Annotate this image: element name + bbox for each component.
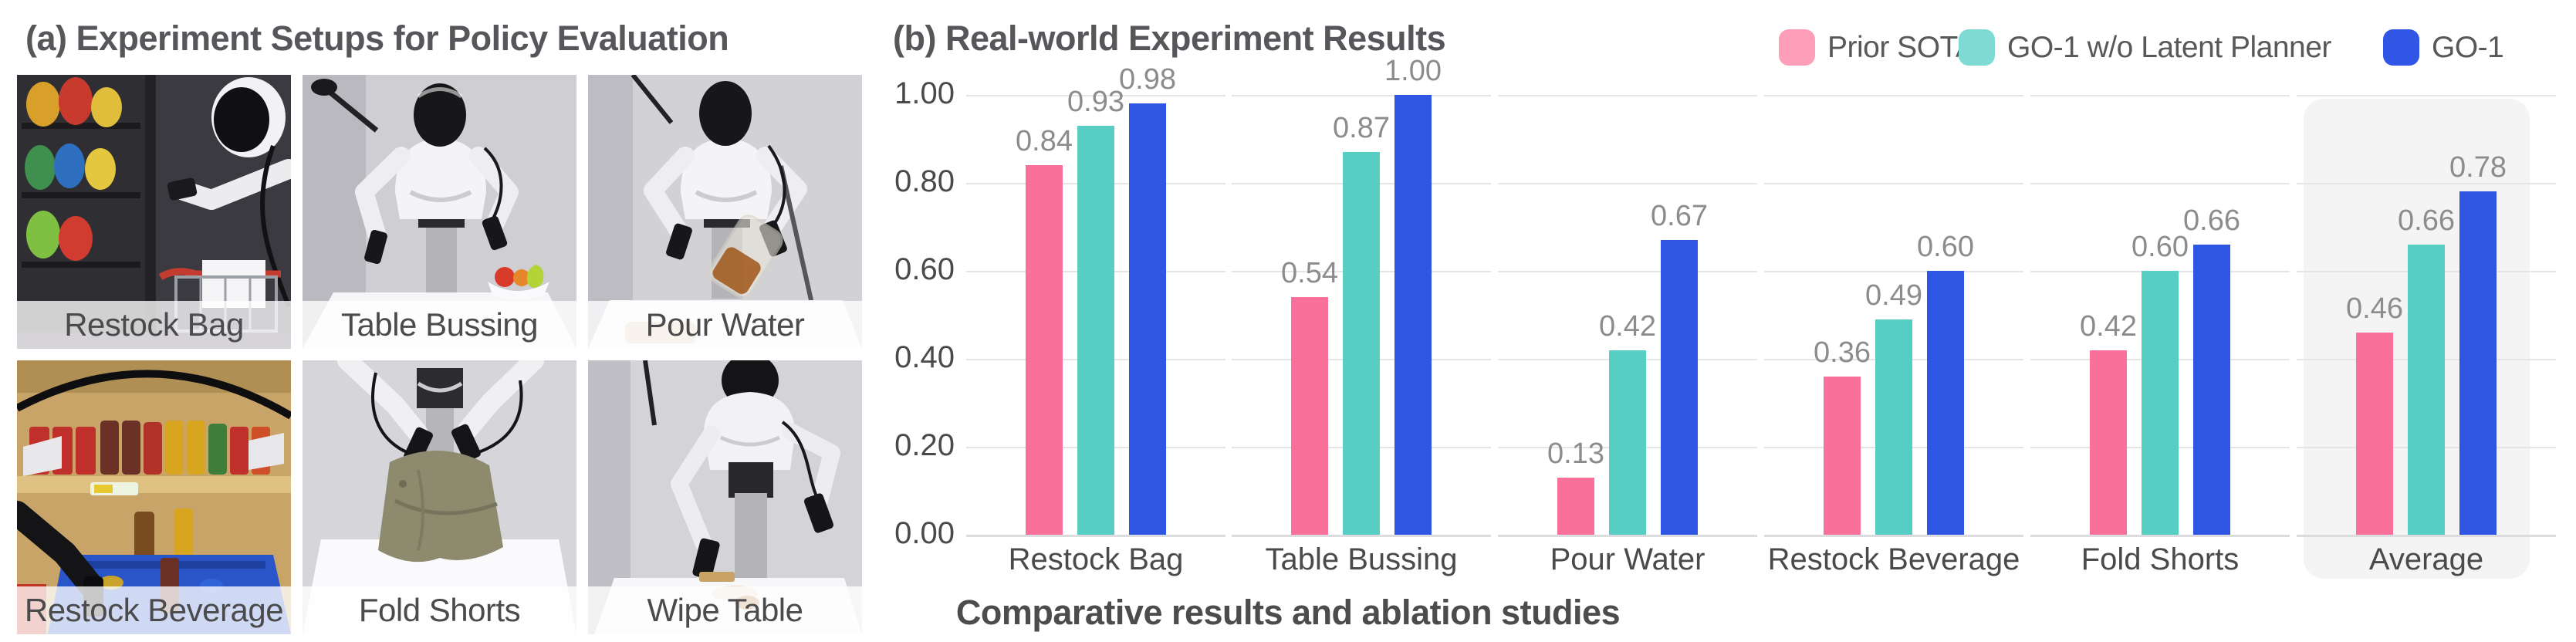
- photo-label-restock-bag: Restock Bag: [17, 301, 291, 349]
- photo-label-fold-shorts: Fold Shorts: [303, 586, 576, 634]
- bar-value-label: 0.66: [2398, 204, 2455, 237]
- legend-item-go-1: GO-1: [2383, 29, 2504, 66]
- x-axis-baseline: [1232, 535, 1492, 537]
- experiment-photo-grid: Restock Bag: [17, 75, 862, 634]
- bar-go-1-average: [2459, 191, 2497, 535]
- bar-prior-sota-average: [2356, 333, 2393, 535]
- x-axis-baseline: [2296, 535, 2556, 537]
- y-tick-label: 0.20: [894, 428, 955, 462]
- y-tick-label: 0.60: [894, 252, 955, 286]
- bar-prior-sota-restock-bag: [1026, 165, 1063, 535]
- x-category-label: Restock Bag: [1008, 542, 1184, 576]
- y-tick-label: 1.00: [894, 76, 955, 110]
- bar-value-label: 0.54: [1281, 257, 1338, 289]
- bar-go-1-fold-shorts: [2193, 245, 2230, 535]
- photo-label-table-bussing: Table Bussing: [303, 301, 576, 349]
- y-tick-label: 0.00: [894, 516, 955, 550]
- bar-prior-sota-restock-beverage: [1824, 377, 1861, 535]
- gridline: [965, 95, 1225, 96]
- bar-go-1-table-bussing: [1394, 95, 1432, 535]
- bar-value-label: 0.46: [2346, 292, 2403, 325]
- photo-wipe-table: Wipe Table: [588, 360, 862, 634]
- bar-value-label: 0.67: [1651, 200, 1708, 232]
- bar-value-label: 0.13: [1547, 438, 1604, 470]
- bar-value-label: 0.60: [2131, 231, 2189, 263]
- bar-value-label: 1.00: [1384, 55, 1442, 87]
- photo-label-wipe-table: Wipe Table: [588, 586, 862, 634]
- gridline: [2296, 95, 2556, 96]
- bar-value-label: 0.66: [2183, 204, 2240, 237]
- bar-prior-sota-table-bussing: [1291, 297, 1328, 535]
- bar-value-label: 0.98: [1119, 63, 1176, 96]
- bar-value-label: 0.87: [1333, 112, 1390, 144]
- bar-go-1-w-o-latent-planner-average: [2408, 245, 2445, 535]
- bar-value-label: 0.78: [2449, 151, 2507, 184]
- legend-label: GO-1: [2432, 30, 2504, 64]
- gridline: [2296, 183, 2556, 184]
- x-category-label: Table Bussing: [1265, 542, 1458, 576]
- gridline: [1763, 271, 2023, 272]
- legend-label: Prior SOTA: [1827, 30, 1976, 64]
- bar-go-1-w-o-latent-planner-table-bussing: [1343, 152, 1380, 535]
- bar-value-label: 0.60: [1917, 231, 1974, 263]
- bar-value-label: 0.36: [1814, 336, 1871, 369]
- panel-a-title: (a) Experiment Setups for Policy Evaluat…: [25, 19, 729, 58]
- bar-value-label: 0.42: [2080, 310, 2137, 343]
- bar-value-label: 0.84: [1016, 125, 1073, 157]
- x-axis-baseline: [1763, 535, 2023, 537]
- bar-go-1-restock-bag: [1129, 103, 1166, 535]
- gridline: [1232, 95, 1492, 96]
- x-category-label: Restock Beverage: [1767, 542, 2020, 576]
- bar-go-1-w-o-latent-planner-restock-bag: [1077, 126, 1114, 535]
- legend-swatch: [1959, 29, 1995, 66]
- gridline: [1498, 183, 1758, 184]
- x-category-label: Fold Shorts: [2081, 542, 2240, 576]
- gridline: [1498, 95, 1758, 96]
- photo-restock-beverage: Restock Beverage: [17, 360, 291, 634]
- photo-table-bussing: Table Bussing: [303, 75, 576, 349]
- bar-go-1-w-o-latent-planner-fold-shorts: [2142, 271, 2179, 535]
- legend-item-go-1-w-o-latent-planner: GO-1 w/o Latent Planner: [1959, 29, 2331, 66]
- bar-go-1-pour-water: [1661, 240, 1698, 535]
- gridline: [1763, 183, 2023, 184]
- y-tick-label: 0.40: [894, 340, 955, 374]
- photo-pour-water: Pour Water: [588, 75, 862, 349]
- panel-b-title: (b) Real-world Experiment Results: [893, 19, 1446, 58]
- gridline: [1763, 95, 2023, 96]
- photo-label-restock-beverage: Restock Beverage: [17, 586, 291, 634]
- gridline: [1498, 271, 1758, 272]
- bar-go-1-w-o-latent-planner-pour-water: [1609, 350, 1646, 535]
- gridline: [2030, 183, 2290, 184]
- bar-prior-sota-pour-water: [1557, 478, 1594, 535]
- bar-prior-sota-fold-shorts: [2090, 350, 2127, 535]
- gridline: [2030, 95, 2290, 96]
- bar-go-1-restock-beverage: [1927, 271, 1964, 535]
- x-category-label: Average: [2368, 542, 2484, 576]
- figure-caption: Comparative results and ablation studies: [955, 593, 1621, 632]
- x-axis-baseline: [965, 535, 1225, 537]
- x-category-label: Pour Water: [1550, 542, 1706, 576]
- x-axis-baseline: [2030, 535, 2290, 537]
- legend-item-prior-sota: Prior SOTA: [1779, 29, 1976, 66]
- legend-swatch: [2383, 29, 2419, 66]
- photo-fold-shorts: Fold Shorts: [303, 360, 576, 634]
- x-axis-baseline: [1498, 535, 1758, 537]
- photo-restock-bag: Restock Bag: [17, 75, 291, 349]
- bar-value-label: 0.49: [1865, 279, 1922, 312]
- bar-value-label: 0.42: [1599, 310, 1656, 343]
- legend-swatch: [1779, 29, 1815, 66]
- bar-go-1-w-o-latent-planner-restock-beverage: [1875, 319, 1912, 535]
- legend-label: GO-1 w/o Latent Planner: [2007, 30, 2331, 64]
- y-tick-label: 0.80: [894, 164, 955, 198]
- photo-label-pour-water: Pour Water: [588, 301, 862, 349]
- bar-value-label: 0.93: [1067, 86, 1124, 118]
